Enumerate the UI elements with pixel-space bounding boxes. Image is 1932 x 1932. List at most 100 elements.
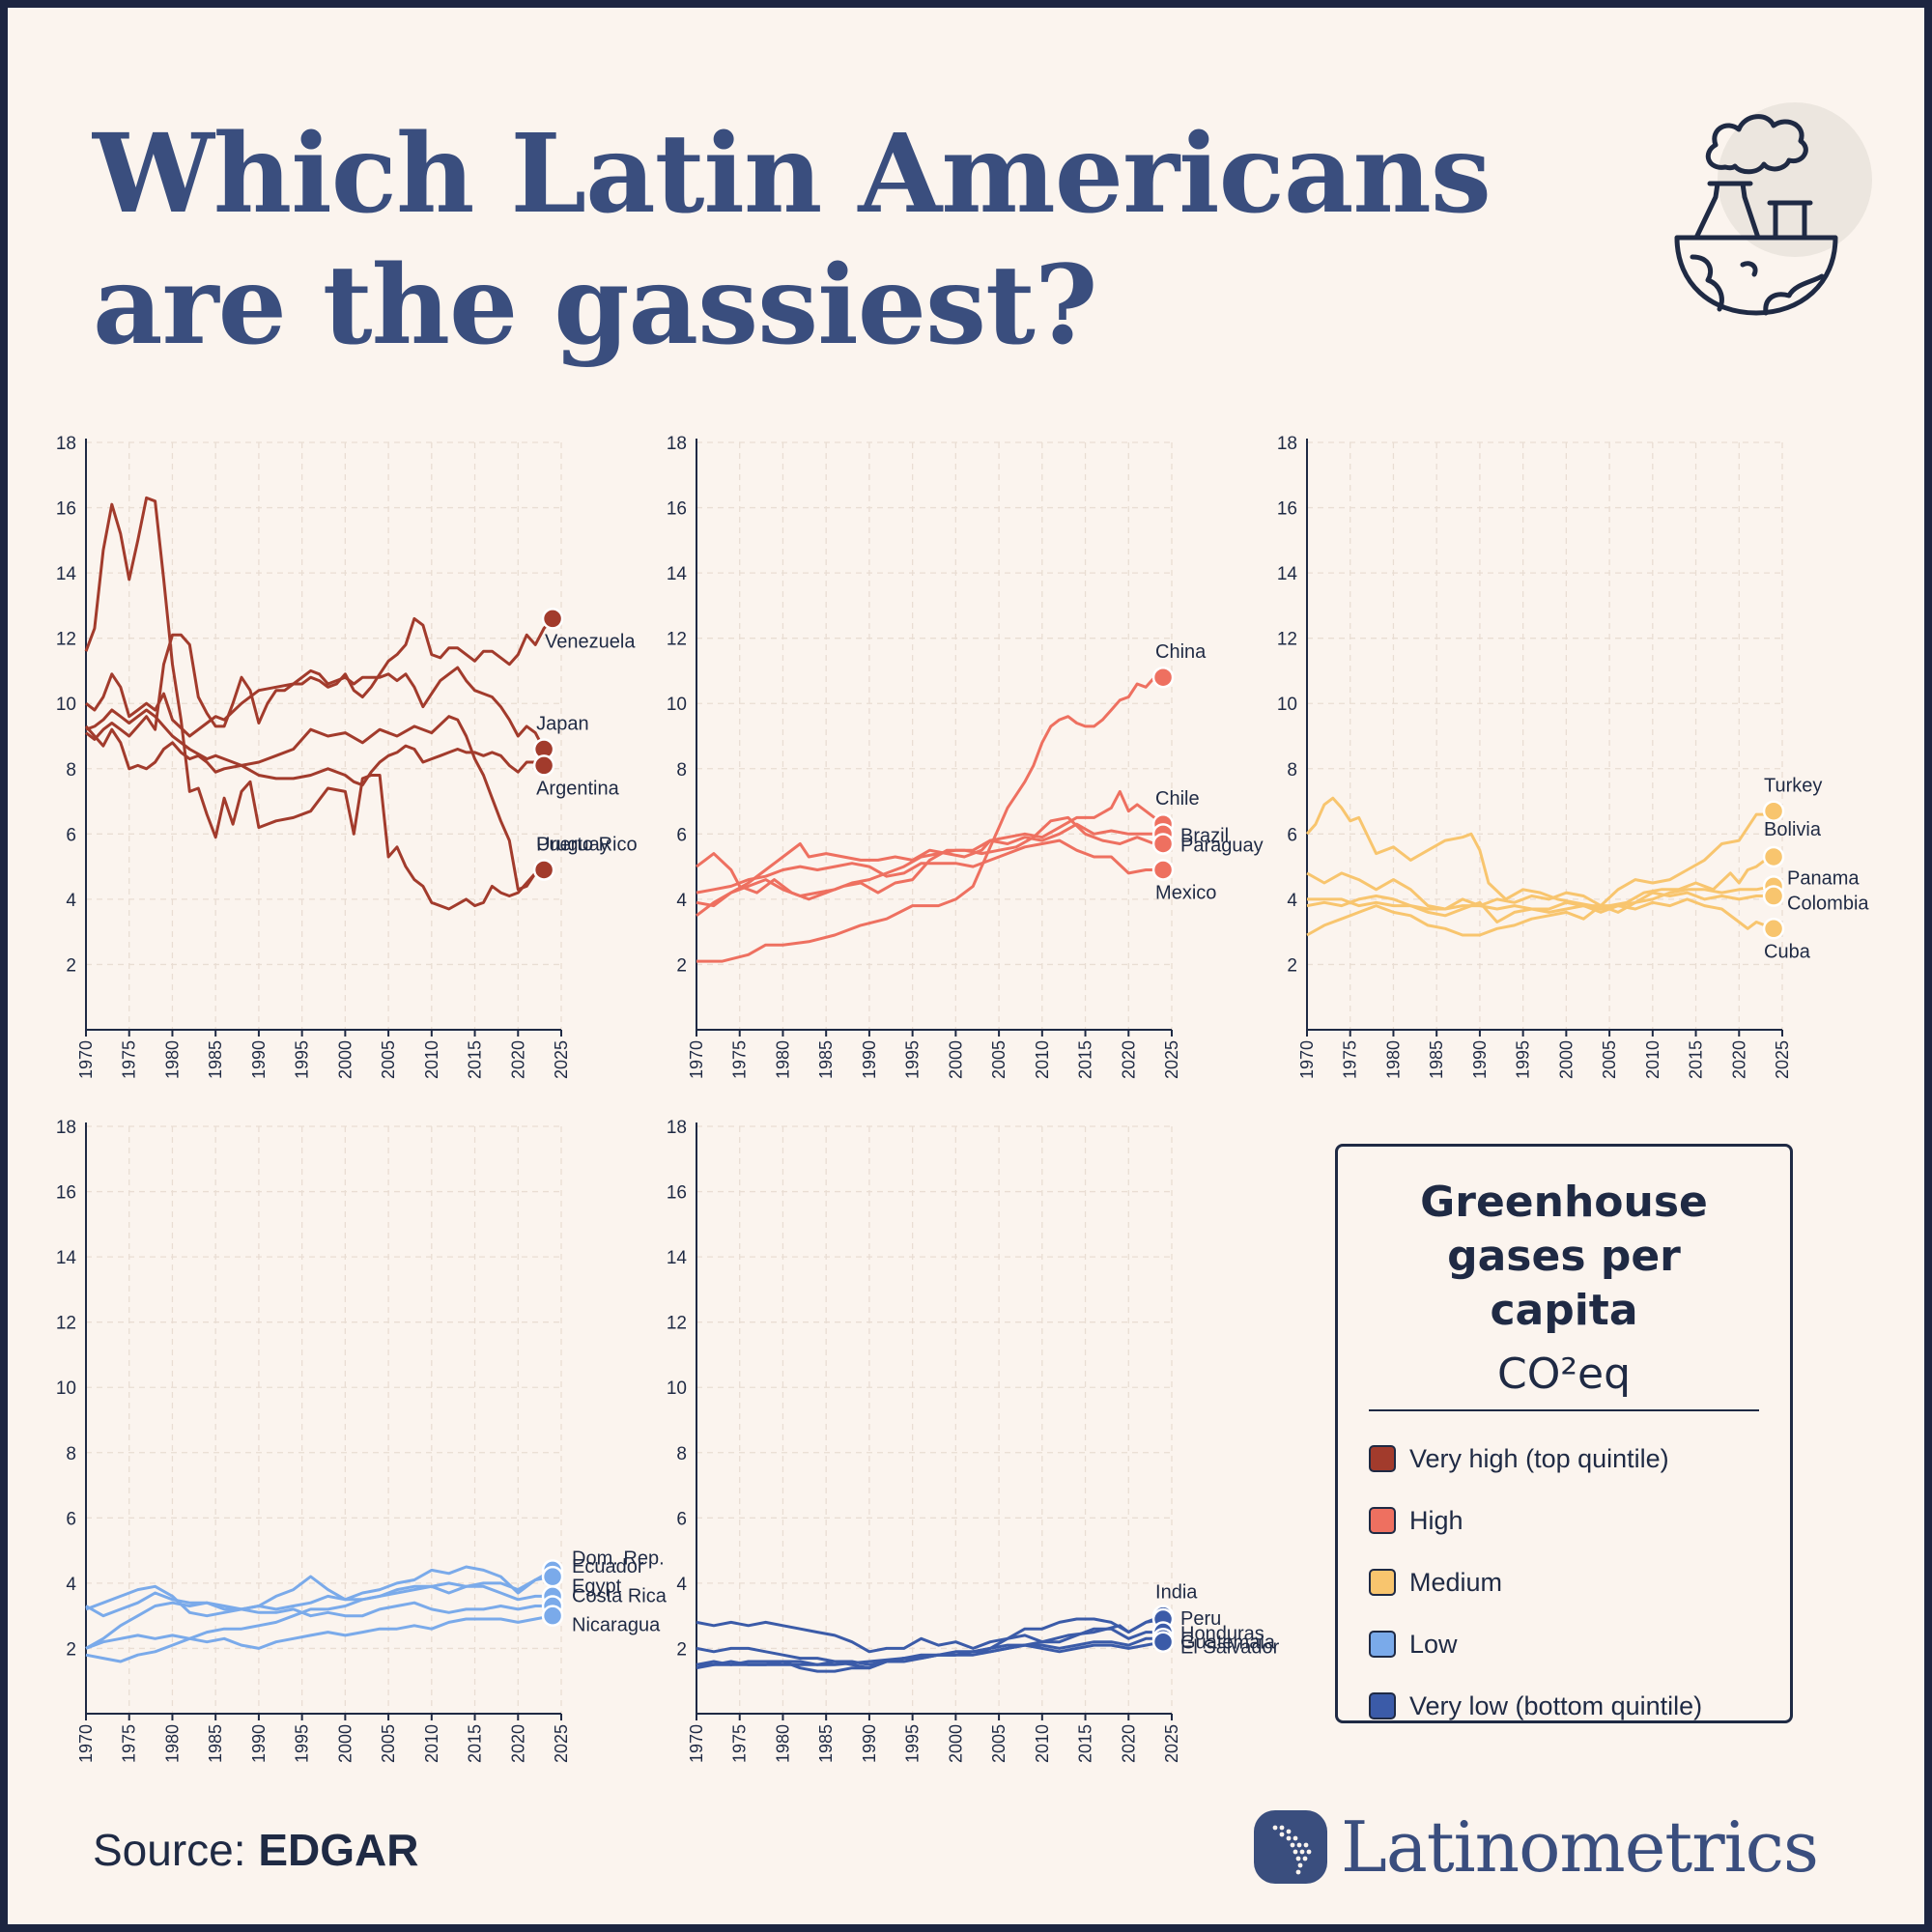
y-tick-label: 4 bbox=[66, 1575, 76, 1595]
legend-divider bbox=[1369, 1409, 1759, 1411]
swatch-high bbox=[1369, 1507, 1396, 1534]
y-tick-label: 4 bbox=[1287, 891, 1297, 911]
x-tick-label: 2000 bbox=[1556, 1040, 1576, 1079]
y-tick-label: 8 bbox=[676, 1444, 687, 1464]
series-line-cuba bbox=[1306, 895, 1775, 930]
y-tick-label: 10 bbox=[667, 1378, 687, 1399]
series-line-brazil bbox=[696, 822, 1164, 917]
source-label: Source: bbox=[93, 1825, 246, 1875]
series-label: Bolivia bbox=[1764, 819, 1822, 840]
page-title: Which Latin Americans are the gassiest? bbox=[93, 109, 1492, 372]
x-tick-label: 2010 bbox=[422, 1040, 441, 1079]
y-tick-label: 18 bbox=[56, 434, 76, 454]
y-tick-label: 18 bbox=[667, 434, 687, 454]
x-tick-label: 2025 bbox=[1162, 1724, 1181, 1763]
end-marker bbox=[532, 754, 555, 777]
series-line-paraguay bbox=[696, 815, 1164, 901]
series-label: Puerto Rico bbox=[536, 834, 638, 855]
y-tick-label: 12 bbox=[56, 630, 76, 650]
swatch-very-low bbox=[1369, 1692, 1396, 1719]
x-tick-label: 2020 bbox=[508, 1040, 527, 1079]
x-tick-label: 1995 bbox=[293, 1040, 312, 1079]
y-tick-label: 16 bbox=[56, 499, 76, 520]
swatch-low bbox=[1369, 1631, 1396, 1658]
series-line-nicaragua bbox=[85, 1614, 554, 1650]
title-line-2: are the gassiest? bbox=[93, 242, 1097, 369]
series-line-puerto-rico bbox=[85, 708, 545, 892]
end-marker bbox=[1151, 833, 1175, 855]
y-tick-label: 14 bbox=[56, 1248, 77, 1268]
series-label: Ecuador bbox=[572, 1556, 644, 1577]
series-label: El Salvador bbox=[1180, 1637, 1280, 1659]
x-tick-label: 1995 bbox=[903, 1040, 923, 1079]
x-tick-label: 2005 bbox=[379, 1040, 398, 1079]
series-label: Colombia bbox=[1787, 894, 1869, 915]
legend-label-high: High bbox=[1409, 1505, 1463, 1535]
series-label: Argentina bbox=[536, 778, 619, 799]
series-line-china bbox=[696, 675, 1164, 963]
y-tick-label: 14 bbox=[667, 564, 688, 584]
legend-item-high: High bbox=[1369, 1504, 1463, 1537]
x-tick-label: 2010 bbox=[1643, 1040, 1662, 1079]
x-tick-label: 2005 bbox=[379, 1724, 398, 1763]
end-marker bbox=[1762, 800, 1785, 822]
x-tick-label: 2000 bbox=[946, 1724, 965, 1763]
x-tick-label: 2000 bbox=[946, 1040, 965, 1079]
y-tick-label: 6 bbox=[676, 1509, 687, 1529]
y-tick-label: 6 bbox=[676, 825, 687, 845]
y-tick-label: 18 bbox=[1277, 434, 1297, 454]
series-label: Guatemala bbox=[1180, 1632, 1276, 1653]
x-tick-label: 1980 bbox=[773, 1040, 792, 1079]
legend-subtitle: CO²eq bbox=[1497, 1350, 1631, 1399]
legend-title-line-3: capita bbox=[1490, 1286, 1638, 1335]
series-line-egypt bbox=[85, 1581, 554, 1618]
series-line-mexico bbox=[696, 838, 1164, 895]
end-marker bbox=[532, 859, 555, 881]
x-tick-label: 1975 bbox=[120, 1724, 139, 1763]
chart-panel-5: 2 4 6 8 10 12 14 16 18 1970 1975 1980 1985 1990 1995 20… bbox=[667, 1118, 1280, 1763]
series-line-bolivia bbox=[1305, 796, 1775, 908]
y-tick-label: 14 bbox=[56, 564, 77, 584]
x-tick-label: 2000 bbox=[335, 1040, 355, 1079]
end-marker bbox=[1762, 918, 1785, 940]
y-tick-label: 2 bbox=[676, 1639, 687, 1660]
end-marker bbox=[1151, 859, 1175, 881]
x-tick-label: 1970 bbox=[687, 1040, 706, 1079]
y-tick-label: 6 bbox=[1287, 825, 1297, 845]
y-tick-label: 8 bbox=[66, 1444, 76, 1464]
y-tick-label: 2 bbox=[1287, 955, 1297, 976]
y-tick-label: 12 bbox=[56, 1314, 76, 1334]
x-tick-label: 1990 bbox=[1470, 1040, 1490, 1079]
chart-panel-1: 2 4 6 8 10 12 14 16 18 1970 1975 1980 1985 1990 1995 20… bbox=[56, 434, 638, 1079]
series-line-dom-rep- bbox=[85, 1569, 554, 1663]
x-tick-label: 1975 bbox=[730, 1040, 750, 1079]
source-name: EDGAR bbox=[258, 1825, 419, 1875]
y-tick-label: 16 bbox=[667, 499, 687, 520]
latin-america-map-icon bbox=[1254, 1810, 1327, 1884]
legend-item-very-high: Very high (top quintile) bbox=[1369, 1442, 1669, 1475]
series-label: Turkey bbox=[1764, 776, 1822, 797]
series-line-el-salvador bbox=[696, 1640, 1164, 1670]
x-tick-label: 1985 bbox=[206, 1724, 225, 1763]
x-tick-label: 2025 bbox=[552, 1724, 571, 1763]
series-line-japan bbox=[85, 666, 546, 751]
series-line-chile bbox=[696, 789, 1165, 908]
y-tick-label: 12 bbox=[667, 1314, 687, 1334]
series-line-argentina bbox=[84, 724, 545, 787]
end-marker bbox=[1151, 666, 1175, 689]
x-tick-label: 1985 bbox=[816, 1724, 836, 1763]
chart-panel-3: 2 4 6 8 10 12 14 16 18 1970 1975 1980 1985 1990 1995 20… bbox=[1277, 434, 1870, 1079]
y-tick-label: 8 bbox=[676, 760, 687, 781]
series-label: Japan bbox=[536, 714, 589, 735]
y-tick-label: 2 bbox=[66, 955, 76, 976]
source-note: Source: EDGAR bbox=[93, 1824, 418, 1876]
series-label: Paraguay bbox=[1180, 835, 1264, 856]
y-tick-label: 10 bbox=[667, 695, 687, 715]
x-tick-label: 1980 bbox=[162, 1040, 182, 1079]
series-label: Chile bbox=[1155, 788, 1200, 810]
series-line-uruguay bbox=[84, 496, 545, 911]
legend-item-low: Low bbox=[1369, 1628, 1458, 1661]
y-tick-label: 8 bbox=[1287, 760, 1297, 781]
title-line-1: Which Latin Americans bbox=[93, 111, 1492, 238]
x-tick-label: 2025 bbox=[552, 1040, 571, 1079]
